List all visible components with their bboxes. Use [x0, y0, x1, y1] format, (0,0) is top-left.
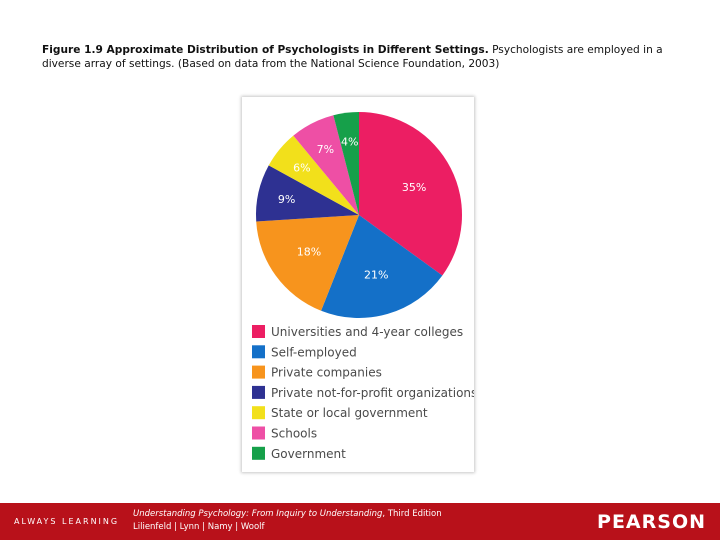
pie-slice-universities-and-4-year-colleges	[359, 112, 462, 276]
legend-label: Government	[271, 447, 346, 461]
legend-label: Private not-for-profit organizations	[271, 386, 474, 400]
footer-tagline: ALWAYS LEARNING	[14, 517, 120, 526]
legend-swatch	[252, 325, 265, 338]
legend-swatch	[252, 426, 265, 440]
pie-slice-label: 6%	[293, 162, 310, 175]
legend-label: State or local government	[271, 406, 428, 420]
legend-swatch	[252, 365, 265, 379]
pearson-logo: PEARSON	[597, 511, 706, 533]
pie-slice-state-or-local-government	[268, 135, 359, 215]
footer-bar: ALWAYS LEARNING Understanding Psychology…	[0, 503, 720, 540]
legend-swatch	[252, 345, 265, 359]
book-authors: Lilienfeld | Lynn | Namy | Woolf	[133, 522, 265, 532]
pie-slice-label: 18%	[297, 245, 321, 258]
pie-slice-label: 7%	[317, 143, 334, 156]
pie-slice-label: 35%	[402, 181, 426, 194]
figure-description: Psychologists are employed in a diverse …	[42, 44, 663, 70]
legend-label: Schools	[271, 427, 317, 441]
legend-swatch	[252, 406, 265, 420]
pie-slice-self-employed	[321, 215, 443, 318]
legend-label: Private companies	[271, 366, 382, 380]
figure-caption: Figure 1.9 Approximate Distribution of P…	[42, 43, 682, 71]
book-title: Understanding Psychology: From Inquiry t…	[133, 509, 383, 519]
legend-label: Self-employed	[271, 345, 357, 359]
book-title-line: Understanding Psychology: From Inquiry t…	[133, 509, 442, 519]
pie-chart-figure: 35% 21% 18% 9% 6% 7% 4% Universities and 4-year…	[242, 97, 474, 472]
pie-slice-label: 4%	[341, 135, 358, 148]
pie-slice-government	[333, 112, 359, 215]
legend-label: Universities and 4-year colleges	[271, 325, 463, 339]
legend-swatch	[252, 385, 265, 399]
pie-slice-private-not-for-profit-organizations	[256, 165, 359, 222]
figure-label: Figure 1.9 Approximate Distribution of P…	[42, 44, 489, 56]
pie-chart: 35% 21% 18% 9% 6% 7% 4% Universities and 4-year…	[252, 112, 474, 461]
legend-swatch	[252, 446, 265, 460]
book-edition: , Third Edition	[382, 509, 442, 519]
pie-slice-private-companies	[256, 215, 359, 311]
pie-slice-schools	[293, 115, 359, 215]
pie-slice-label: 21%	[364, 268, 388, 281]
pie-slice-label: 9%	[278, 193, 295, 206]
